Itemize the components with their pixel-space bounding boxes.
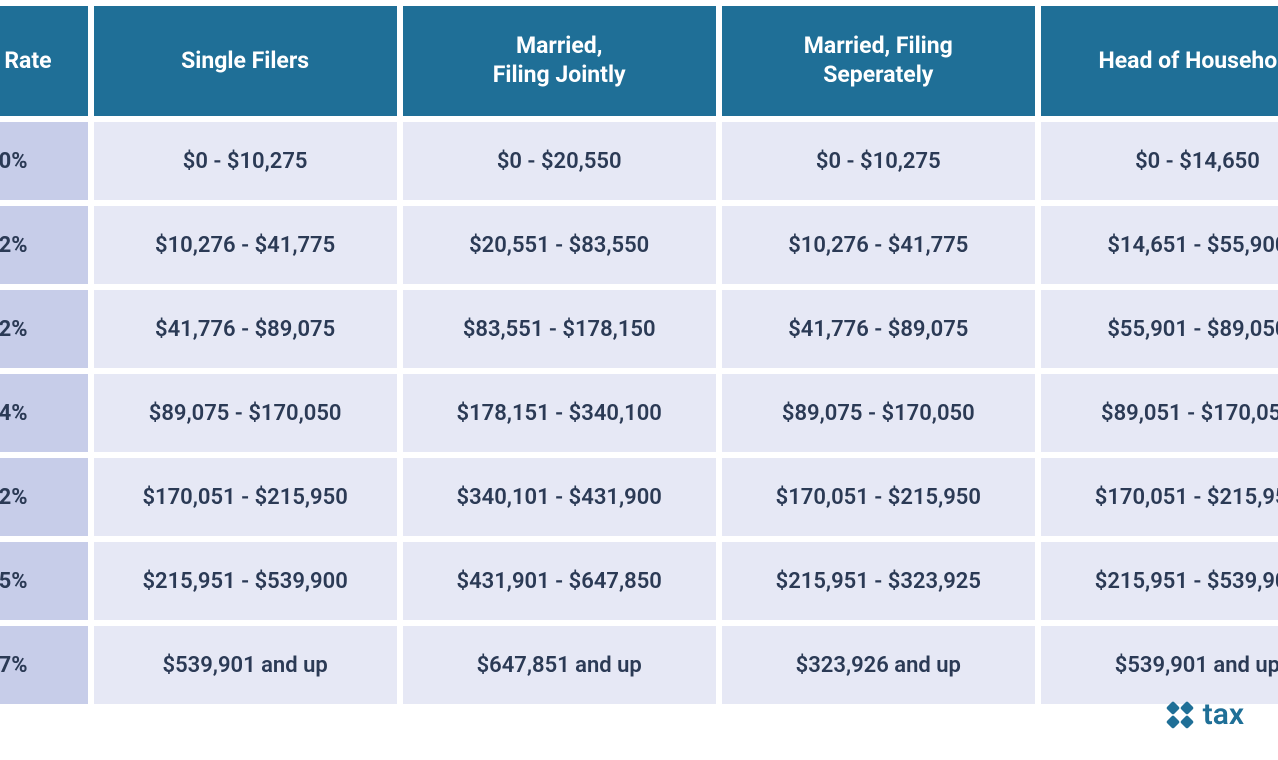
tax-bracket-table: Tax Rate Single Filers Married, Filing J… — [0, 0, 1278, 710]
value-cell: $340,101 - $431,900 — [403, 458, 716, 536]
rate-cell: 12% — [0, 206, 88, 284]
value-cell: $170,051 - $215,950 — [722, 458, 1035, 536]
rate-cell: 22% — [0, 290, 88, 368]
value-cell: $89,075 - $170,050 — [722, 374, 1035, 452]
value-cell: $55,901 - $89,050 — [1041, 290, 1278, 368]
value-cell: $41,776 - $89,075 — [722, 290, 1035, 368]
value-cell: $431,901 - $647,850 — [403, 542, 716, 620]
value-cell: $0 - $14,650 — [1041, 122, 1278, 200]
value-cell: $170,051 - $215,950 — [94, 458, 397, 536]
value-cell: $539,901 and up — [94, 626, 397, 704]
value-cell: $41,776 - $89,075 — [94, 290, 397, 368]
value-cell: $215,951 - $323,925 — [722, 542, 1035, 620]
rate-cell: 10% — [0, 122, 88, 200]
col-header-mfj: Married, Filing Jointly — [403, 6, 716, 116]
value-cell: $539,901 and up — [1041, 626, 1278, 704]
rate-cell: 35% — [0, 542, 88, 620]
value-cell: $178,151 - $340,100 — [403, 374, 716, 452]
tax-bracket-table-wrap: Tax Rate Single Filers Married, Filing J… — [0, 0, 1278, 710]
value-cell: $89,075 - $170,050 — [94, 374, 397, 452]
value-cell: $0 - $10,275 — [94, 122, 397, 200]
col-header-rate: Tax Rate — [0, 6, 88, 116]
rate-cell: 37% — [0, 626, 88, 704]
table-row: 22% $41,776 - $89,075 $83,551 - $178,150… — [0, 290, 1278, 368]
value-cell: $647,851 and up — [403, 626, 716, 704]
value-cell: $170,051 - $215,950 — [1041, 458, 1278, 536]
value-cell: $0 - $10,275 — [722, 122, 1035, 200]
value-cell: $215,951 - $539,900 — [94, 542, 397, 620]
brand-icon — [1165, 700, 1195, 730]
value-cell: $323,926 and up — [722, 626, 1035, 704]
value-cell: $14,651 - $55,900 — [1041, 206, 1278, 284]
value-cell: $10,276 - $41,775 — [722, 206, 1035, 284]
brand-mark: tax — [1165, 697, 1244, 732]
table-row: 12% $10,276 - $41,775 $20,551 - $83,550 … — [0, 206, 1278, 284]
rate-cell: 24% — [0, 374, 88, 452]
col-header-single: Single Filers — [94, 6, 397, 116]
table-row: 37% $539,901 and up $647,851 and up $323… — [0, 626, 1278, 704]
rate-cell: 32% — [0, 458, 88, 536]
value-cell: $0 - $20,550 — [403, 122, 716, 200]
col-header-hoh: Head of Household — [1041, 6, 1278, 116]
table-row: 35% $215,951 - $539,900 $431,901 - $647,… — [0, 542, 1278, 620]
value-cell: $83,551 - $178,150 — [403, 290, 716, 368]
table-row: 24% $89,075 - $170,050 $178,151 - $340,1… — [0, 374, 1278, 452]
value-cell: $10,276 - $41,775 — [94, 206, 397, 284]
table-row: 10% $0 - $10,275 $0 - $20,550 $0 - $10,2… — [0, 122, 1278, 200]
col-header-mfs: Married, Filing Seperately — [722, 6, 1035, 116]
value-cell: $215,951 - $539,900 — [1041, 542, 1278, 620]
table-header-row: Tax Rate Single Filers Married, Filing J… — [0, 6, 1278, 116]
brand-text: tax — [1203, 697, 1244, 732]
value-cell: $89,051 - $170,050 — [1041, 374, 1278, 452]
table-row: 32% $170,051 - $215,950 $340,101 - $431,… — [0, 458, 1278, 536]
value-cell: $20,551 - $83,550 — [403, 206, 716, 284]
